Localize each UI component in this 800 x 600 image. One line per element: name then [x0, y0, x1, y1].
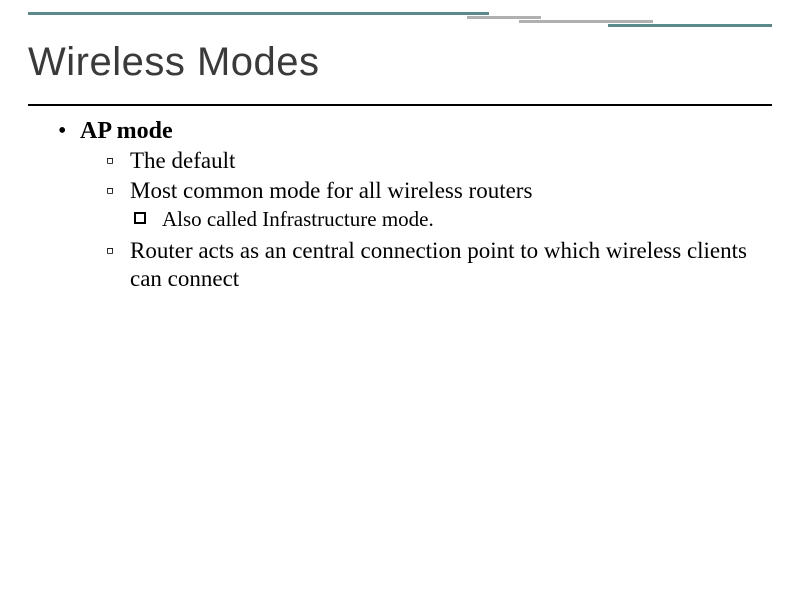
- subbullet-common: Most common mode for all wireless router…: [104, 177, 760, 205]
- slide-content: AP mode The default Most common mode for…: [56, 118, 760, 297]
- bullet-ap-mode: AP mode The default Most common mode for…: [56, 118, 760, 293]
- subbullet-default: The default: [104, 147, 760, 175]
- deco-bar-2: [467, 16, 541, 19]
- deco-bar-3: [519, 20, 653, 23]
- subbullet-central: Router acts as an central connection poi…: [104, 237, 760, 293]
- header-decoration: [28, 12, 772, 32]
- subsubbullet-infrastructure: Also called Infrastructure mode.: [130, 207, 760, 233]
- title-underline: [28, 104, 772, 106]
- deco-bar-4: [608, 24, 772, 27]
- bullet-ap-mode-text: AP mode: [80, 118, 173, 144]
- slide-title: Wireless Modes: [28, 40, 320, 85]
- deco-bar-1: [28, 12, 489, 15]
- slide: Wireless Modes AP mode The default Most …: [0, 0, 800, 600]
